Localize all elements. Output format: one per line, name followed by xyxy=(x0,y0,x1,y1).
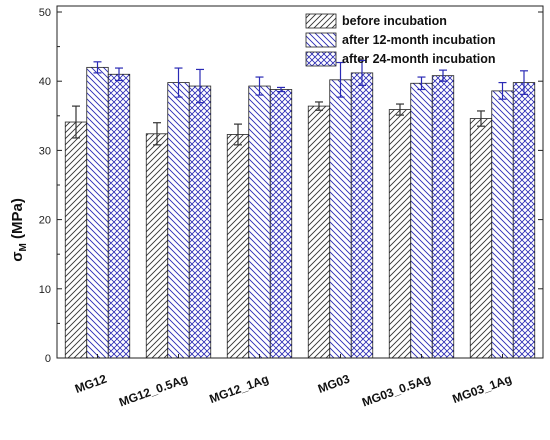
error-bar-2-mg03-0-5ag xyxy=(417,76,426,91)
x-category-label: MG12 xyxy=(73,372,109,396)
bars-layer xyxy=(64,66,536,359)
bar-2-mg03 xyxy=(329,79,352,359)
y-tick-label: 0 xyxy=(45,353,51,365)
y-axis: 0 10 20 30 40 50 xyxy=(39,7,543,365)
plot-frame xyxy=(56,5,544,359)
bar-3-mg03 xyxy=(350,72,374,359)
legend: before incubation after 12-month incubati… xyxy=(305,13,495,67)
legend-swatch xyxy=(305,13,337,29)
legend-item: before incubation xyxy=(305,13,447,29)
x-category-label: MG12_1Ag xyxy=(207,372,270,406)
x-category-label: MG12_0.5Ag xyxy=(117,372,189,410)
bar-1-mg12 xyxy=(64,121,88,359)
x-axis: MG12 MG12_0.5Ag MG12_1Ag MG03 MG03_0.5Ag MG03… xyxy=(73,354,514,409)
svg-text:σM (MPa): σM (MPa) xyxy=(9,198,29,262)
legend-swatch xyxy=(305,51,337,67)
error-bar-1-mg03 xyxy=(315,101,323,111)
bar-1-mg03 xyxy=(307,105,331,359)
error-bar-2-mg12-0-5ag xyxy=(174,67,183,98)
error-bars-layer xyxy=(72,59,528,146)
bar-1-mg03-0-5ag xyxy=(388,109,412,359)
bar-1-mg12-1ag xyxy=(226,134,250,359)
error-bar-3-mg03-1ag xyxy=(520,70,528,95)
error-bar-3-mg12-0-5ag xyxy=(196,68,204,104)
bar-1-mg12-0-5ag xyxy=(145,133,169,359)
error-bar-2-mg03-1ag xyxy=(498,81,507,100)
bar-3-mg03-0-5ag xyxy=(431,75,455,359)
bar-1-mg03-1ag xyxy=(469,118,493,359)
y-tick-label: 20 xyxy=(39,215,51,227)
bar-3-mg12 xyxy=(107,73,131,359)
error-bar-1-mg12 xyxy=(72,105,80,139)
y-axis-title: σM (MPa) xyxy=(9,198,29,262)
y-axis-title-unit: (MPa) xyxy=(9,198,26,243)
bar-2-mg12-1ag xyxy=(248,85,271,359)
error-bar-1-mg12-1ag xyxy=(234,123,242,146)
error-bar-1-mg03-1ag xyxy=(477,110,485,127)
error-bar-2-mg12-1ag xyxy=(255,76,264,96)
x-category-label: MG03_0.5Ag xyxy=(360,372,432,410)
error-bar-3-mg12 xyxy=(115,67,123,82)
error-bar-3-mg03-0-5ag xyxy=(439,69,447,82)
bar-2-mg12 xyxy=(86,66,109,359)
error-bar-2-mg12 xyxy=(93,61,102,74)
bar-3-mg12-0-5ag xyxy=(188,85,212,359)
bar-2-mg03-1ag xyxy=(491,90,514,359)
bar-3-mg12-1ag xyxy=(269,89,293,359)
bar-2-mg12-0-5ag xyxy=(167,82,190,359)
bar-2-mg03-0-5ag xyxy=(410,82,433,359)
x-category-label: MG03 xyxy=(316,372,352,396)
error-bar-3-mg12-1ag xyxy=(277,86,285,93)
error-bar-3-mg03 xyxy=(358,59,366,86)
legend-label: after 12-month incubation xyxy=(342,33,495,47)
legend-label: after 24-month incubation xyxy=(342,52,495,66)
legend-item: after 12-month incubation xyxy=(305,32,495,48)
legend-label: before incubation xyxy=(342,14,447,28)
y-tick-label: 40 xyxy=(39,76,51,88)
legend-item: after 24-month incubation xyxy=(305,51,495,67)
error-bar-1-mg12-0-5ag xyxy=(153,122,161,146)
error-bar-2-mg03 xyxy=(336,61,345,98)
bar-3-mg03-1ag xyxy=(512,82,536,359)
y-tick-label: 50 xyxy=(39,7,51,19)
legend-swatch xyxy=(305,32,337,48)
y-tick-label: 10 xyxy=(39,284,51,296)
y-axis-title-main: σ xyxy=(9,252,26,262)
error-bar-1-mg03-0-5ag xyxy=(396,103,404,116)
x-category-label: MG03_1Ag xyxy=(450,372,513,406)
y-tick-label: 30 xyxy=(39,145,51,157)
y-axis-title-sub: M xyxy=(18,243,29,251)
